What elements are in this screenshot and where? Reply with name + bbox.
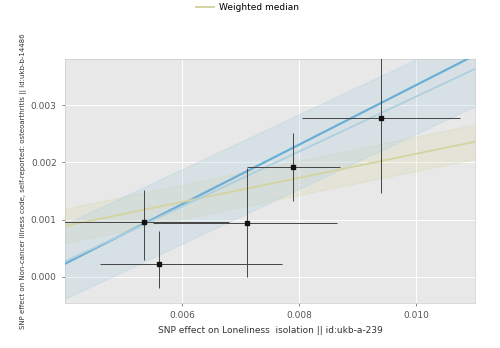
X-axis label: SNP effect on Loneliness  isolation || id:ukb-a-239: SNP effect on Loneliness isolation || id… — [158, 326, 382, 335]
Legend: Inverse variance weighted, Weighted median, MR Egger: Inverse variance weighted, Weighted medi… — [192, 0, 420, 15]
Y-axis label: SNP effect on Non-cancer illness code, self-reported: osteoarthritis || id:ukb-b: SNP effect on Non-cancer illness code, s… — [20, 33, 26, 329]
